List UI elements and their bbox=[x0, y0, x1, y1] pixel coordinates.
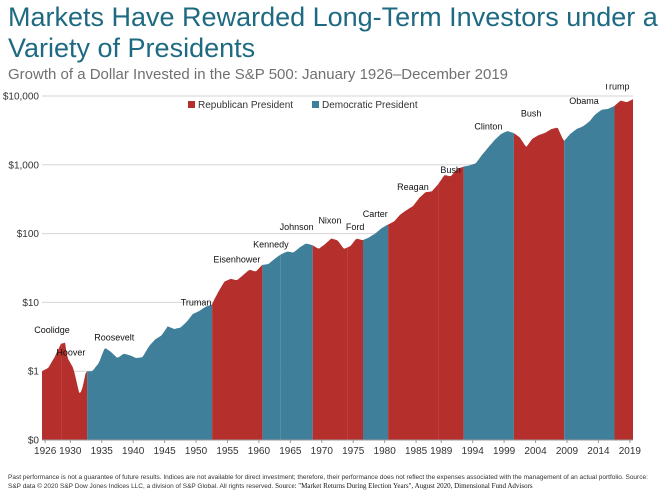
term-area-bush bbox=[438, 166, 464, 440]
term-area-carter bbox=[363, 224, 389, 440]
term-area-trump bbox=[614, 99, 633, 440]
term-area-clinton bbox=[463, 131, 514, 440]
x-tick-label: 1945 bbox=[153, 446, 176, 457]
term-area-coolidge bbox=[42, 343, 62, 440]
y-tick-label: $10 bbox=[22, 298, 39, 309]
x-tick-label: 1975 bbox=[342, 446, 365, 457]
x-tick-label: 1999 bbox=[493, 446, 516, 457]
president-label: Hoover bbox=[56, 347, 85, 357]
x-tick-label: 1970 bbox=[311, 446, 334, 457]
term-area-bush bbox=[513, 127, 565, 440]
term-area-reagan bbox=[388, 183, 439, 440]
president-label: Clinton bbox=[474, 122, 502, 132]
legend-label-republican: Republican President bbox=[198, 100, 293, 111]
chart-legend: Republican President Democratic President bbox=[188, 100, 418, 111]
x-tick-label: 1940 bbox=[122, 446, 145, 457]
term-area-nixon bbox=[312, 238, 348, 440]
x-tick-label: 1955 bbox=[216, 446, 239, 457]
source-text: Source: "Market Returns During Election … bbox=[275, 482, 533, 490]
chart-area bbox=[42, 99, 633, 441]
president-label: Ford bbox=[346, 222, 365, 232]
y-tick-label: $0 bbox=[28, 436, 40, 447]
chart-subtitle: Growth of a Dollar Invested in the S&P 5… bbox=[8, 66, 509, 83]
president-label: Johnson bbox=[280, 222, 314, 232]
x-tick-label: 1935 bbox=[91, 446, 114, 457]
president-label: Bush bbox=[440, 165, 461, 175]
president-label: Truman bbox=[181, 298, 212, 308]
x-tick-label: 1980 bbox=[374, 446, 397, 457]
president-label: Bush bbox=[521, 109, 542, 119]
president-label: Coolidge bbox=[34, 325, 70, 335]
x-tick-label: 1960 bbox=[248, 446, 271, 457]
x-tick-label: 2009 bbox=[556, 446, 579, 457]
y-tick-label: $1,000 bbox=[8, 160, 39, 171]
y-tick-label: $1 bbox=[28, 367, 40, 378]
x-tick-label: 2004 bbox=[524, 446, 547, 457]
y-tick-label: $10,000 bbox=[3, 92, 40, 103]
legend-swatch-republican bbox=[188, 101, 195, 108]
term-area-johnson bbox=[280, 243, 313, 440]
x-tick-label: 1930 bbox=[59, 446, 82, 457]
term-area-roosevelt bbox=[87, 333, 163, 440]
president-label: Roosevelt bbox=[94, 332, 135, 342]
legend-swatch-democratic bbox=[312, 101, 319, 108]
president-label: Nixon bbox=[318, 216, 341, 226]
x-tick-label: 1989 bbox=[430, 446, 453, 457]
president-label: Obama bbox=[569, 96, 599, 106]
president-label: Reagan bbox=[397, 182, 429, 192]
chart-title: Markets Have Rewarded Long-Term Investor… bbox=[8, 2, 658, 63]
president-label: Trump bbox=[604, 84, 630, 91]
term-area-kennedy bbox=[262, 254, 281, 440]
y-tick-label: $100 bbox=[17, 229, 40, 240]
president-label: Kennedy bbox=[253, 239, 289, 249]
president-label: Eisenhower bbox=[213, 255, 260, 265]
footnote-block: Past performance is not a guarantee of f… bbox=[8, 473, 658, 491]
x-tick-label: 1965 bbox=[279, 446, 302, 457]
legend-label-democratic: Democratic President bbox=[322, 100, 418, 111]
president-label: Carter bbox=[363, 209, 388, 219]
x-tick-label: 1950 bbox=[185, 446, 208, 457]
term-area-obama bbox=[564, 105, 615, 441]
x-tick-label: 1926 bbox=[34, 446, 57, 457]
x-tick-label: 2019 bbox=[619, 446, 642, 457]
term-area-ford bbox=[347, 238, 363, 440]
president-labels: Coolidge Hoover Roosevelt Truman Eisenhower K… bbox=[34, 84, 629, 357]
footnote-text: Past performance is not a guarantee of f… bbox=[8, 474, 648, 490]
term-area-truman bbox=[163, 304, 213, 440]
term-area-eisenhower bbox=[212, 264, 263, 440]
term-area-hoover bbox=[61, 342, 88, 440]
x-tick-label: 1994 bbox=[462, 446, 485, 457]
x-tick-label: 1985 bbox=[405, 446, 428, 457]
x-tick-label: 2014 bbox=[587, 446, 610, 457]
